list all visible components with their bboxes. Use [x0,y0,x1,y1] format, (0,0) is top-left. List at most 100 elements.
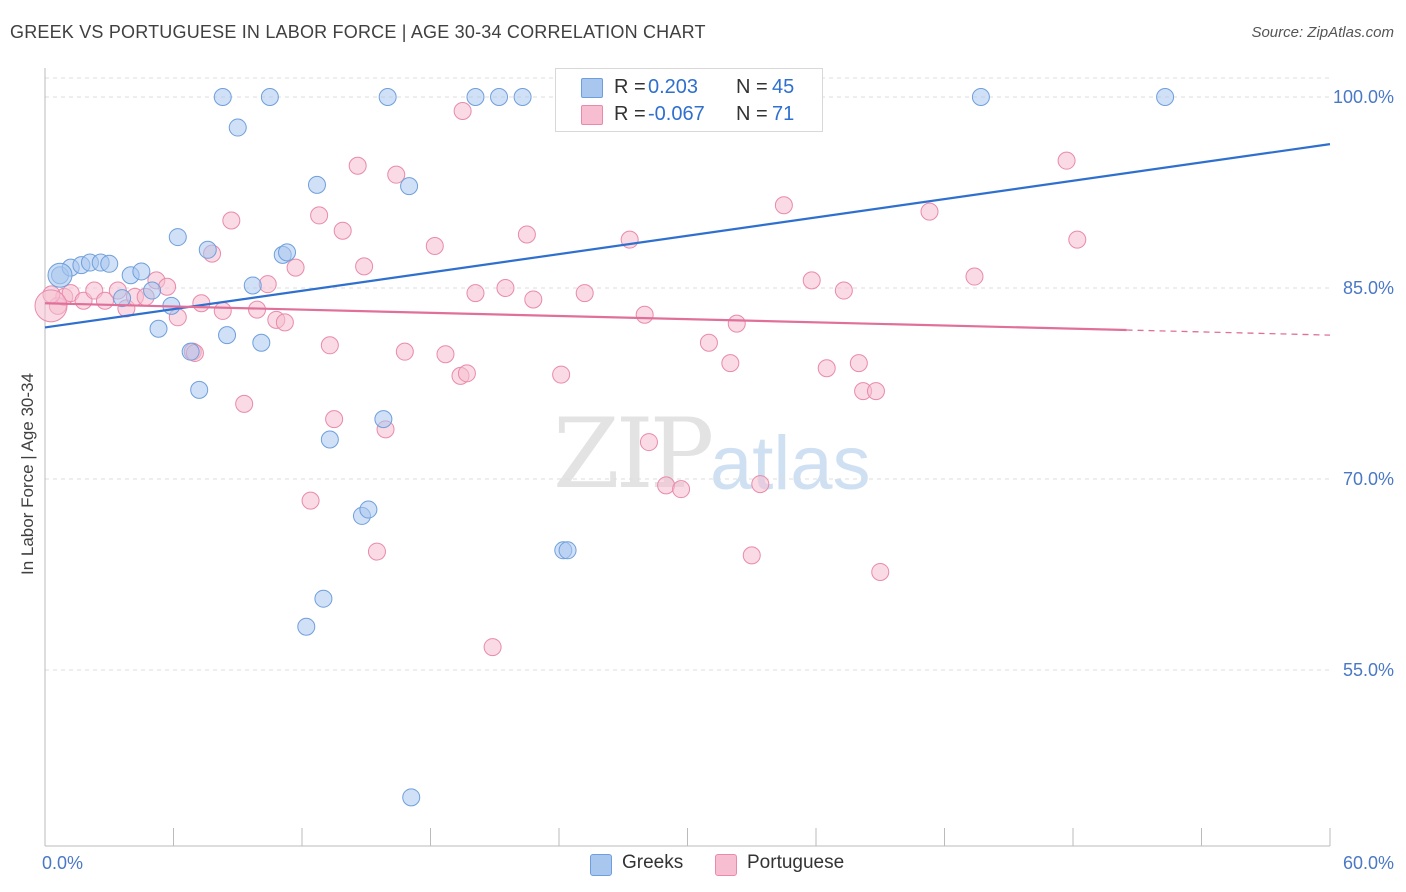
portuguese-point [871,562,890,581]
greek-point [359,500,378,519]
greek-point [466,88,485,106]
portuguese-point [387,165,406,184]
portuguese-point [496,279,515,297]
greek-point [278,243,297,262]
legend-row-portuguese: R = -0.067 N = 71 [556,101,822,127]
portuguese-point [222,211,241,230]
y-axis-label: In Labor Force | Age 30-34 [18,373,37,575]
portuguese-point [286,258,305,277]
greek-point [1156,88,1175,106]
portuguese-point [849,354,868,373]
greek-point [149,319,168,338]
bottom-legend: Greeks Portuguese [0,852,1406,878]
greek-point [513,88,532,106]
y-tick-label: 100.0% [1332,87,1394,107]
chart-title: GREEK VS PORTUGUESE IN LABOR FORCE | AGE… [10,22,706,42]
portuguese-trend-line [44,302,1127,332]
portuguese-point [802,271,821,290]
portuguese-point [355,257,374,276]
greek-point [143,281,162,300]
portuguese-r-label: R = [614,103,646,125]
portuguese-point [213,301,232,320]
greek-point [402,788,421,807]
portuguese-point [866,382,885,401]
portuguese-point [774,196,793,215]
greek-point [374,410,393,429]
portuguese-point [575,284,594,303]
greek-point [100,254,119,273]
greek-point [243,276,262,295]
greeks-legend-label: Greeks [622,852,684,873]
greek-point [132,262,151,281]
portuguese-point [817,359,836,378]
greek-point [228,118,247,137]
greeks-swatch [581,78,603,98]
portuguese-point [657,476,676,495]
greeks-trend-line [44,143,1331,329]
portuguese-point [453,102,472,121]
portuguese-point [348,156,367,175]
greek-point [378,88,397,106]
greek-point [260,88,279,106]
portuguese-point [367,542,386,561]
greek-point [558,541,577,560]
portuguese-point [158,277,177,296]
portuguese-point [672,480,691,499]
greek-point [314,589,333,608]
portuguese-point [965,267,984,286]
portuguese-point [301,491,320,510]
greeks-n-label: N = [736,76,768,98]
portuguese-point [834,281,853,300]
portuguese-point [517,225,536,244]
greek-point [490,88,509,106]
portuguese-point [258,275,277,294]
greek-point [213,88,232,106]
portuguese-point [333,221,352,240]
greeks-swatch [590,854,612,876]
portuguese-point [395,342,414,361]
greek-point [113,289,132,308]
greek-point [971,88,990,106]
portuguese-point [466,284,485,303]
greek-point [252,333,271,352]
greek-point [190,380,209,399]
portuguese-point [635,305,654,324]
portuguese-point [34,289,68,323]
greeks-r-label: R = [614,76,646,98]
watermark-atlas: atlas [710,421,871,506]
greek-point [297,617,316,636]
portuguese-point [699,333,718,352]
portuguese-point [275,313,294,332]
portuguese-point [751,475,770,494]
portuguese-n-value: 71 [772,103,795,125]
portuguese-point [235,394,254,413]
portuguese-point [920,202,939,221]
x-tick-label-max: 60.0% [1342,853,1394,873]
greeks-r-value: 0.203 [648,76,699,98]
greek-point [400,177,419,196]
legend-row-greeks: R = 0.203 N = 45 [556,74,822,100]
portuguese-point [1057,151,1076,170]
portuguese-point [310,206,329,225]
greek-point [47,262,73,288]
greek-point [181,342,200,361]
portuguese-point [1068,230,1087,249]
portuguese-legend-label: Portuguese [747,852,845,873]
y-tick-label: 55.0% [1342,660,1394,680]
greeks-n-value: 45 [772,76,795,98]
portuguese-swatch [715,854,737,876]
portuguese-point [457,364,476,383]
portuguese-point [721,354,740,373]
portuguese-n-label: N = [736,103,768,125]
portuguese-point [552,365,571,384]
greek-point [218,326,237,345]
portuguese-point [483,638,502,657]
portuguese-point [425,236,444,255]
greek-point [320,430,339,449]
portuguese-trend-extension [1126,329,1331,336]
x-tick-label-min: 0.0% [42,853,84,873]
portuguese-point [320,336,339,355]
greek-point [307,175,326,194]
stats-legend: R = 0.203 N = 45 R = -0.067 N = 71 [555,68,823,132]
